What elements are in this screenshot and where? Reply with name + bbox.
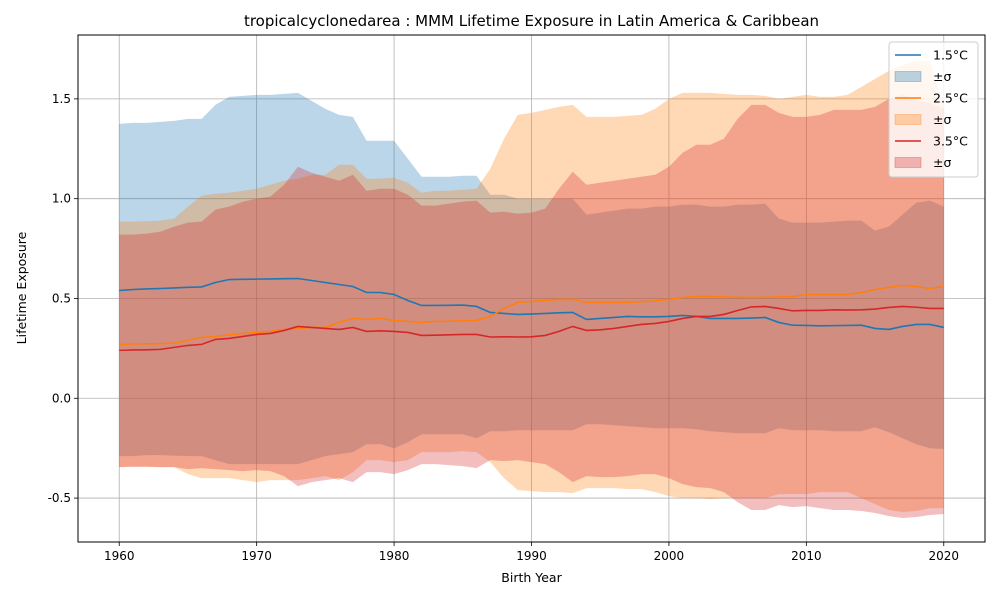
y-tick-label: -0.5	[48, 491, 71, 505]
x-axis-label: Birth Year	[501, 570, 562, 585]
x-axis: 1960 1970 1980 1990 2000 2010 2020	[104, 542, 959, 563]
series-1-band	[119, 60, 944, 513]
legend: 1.5°C ±σ 2.5°C ±σ 3.5°C ±σ	[888, 41, 979, 178]
legend-band-swatch	[894, 157, 922, 168]
legend-band-swatch	[894, 71, 922, 82]
series-0-line	[119, 277, 944, 331]
x-tick-label: 2020	[928, 549, 959, 563]
legend-band-label: ±σ	[933, 155, 951, 170]
y-tick-label: 0.0	[52, 391, 71, 405]
series-2-band	[119, 94, 944, 519]
x-tick-label: 1960	[104, 549, 135, 563]
x-tick-label: 2010	[791, 549, 822, 563]
legend-band-swatch	[894, 114, 922, 125]
x-tick-label: 2000	[654, 549, 685, 563]
x-tick-label: 1970	[241, 549, 272, 563]
x-tick-label: 1990	[516, 549, 547, 563]
chart-title: tropicalcyclonedarea : MMM Lifetime Expo…	[244, 12, 819, 30]
series-2-line	[119, 305, 944, 352]
legend-band-label: ±σ	[933, 69, 951, 84]
series-0-band	[119, 92, 944, 465]
y-tick-label: 1.5	[52, 92, 71, 106]
y-tick-label: 1.0	[52, 192, 71, 206]
band-layer	[119, 60, 944, 519]
grid	[78, 35, 985, 542]
series-1-line	[119, 284, 944, 346]
line-layer	[119, 277, 944, 352]
x-tick-label: 1980	[379, 549, 410, 563]
legend-box	[888, 41, 979, 178]
legend-label: 2.5°C	[933, 91, 968, 106]
y-axis: -0.5 0.0 0.5 1.0 1.5	[48, 92, 78, 505]
legend-label: 1.5°C	[933, 48, 968, 63]
y-tick-label: 0.5	[52, 291, 71, 305]
legend-label: 3.5°C	[933, 134, 968, 149]
y-axis-label: Lifetime Exposure	[14, 231, 29, 344]
legend-band-label: ±σ	[933, 112, 951, 127]
